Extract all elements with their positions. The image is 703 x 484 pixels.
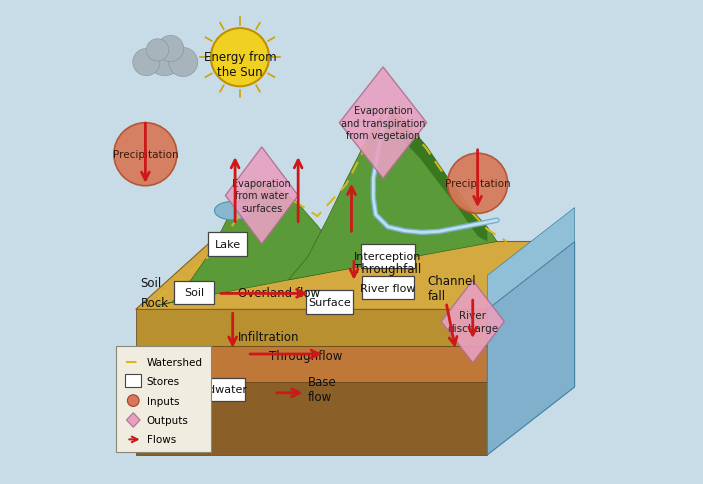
Text: Throughflow: Throughflow [269,349,342,362]
Polygon shape [487,208,574,310]
FancyBboxPatch shape [361,245,415,268]
Text: Rock: Rock [141,296,169,309]
FancyBboxPatch shape [208,233,247,256]
FancyBboxPatch shape [174,281,214,304]
Text: Outputs: Outputs [147,415,188,425]
Text: Flows: Flows [147,435,176,444]
Text: Stores: Stores [147,377,180,386]
FancyBboxPatch shape [116,346,211,453]
Text: Inputs: Inputs [147,396,179,406]
Text: Precipitation: Precipitation [112,150,178,160]
Text: River flow: River flow [360,283,415,293]
Polygon shape [340,68,427,179]
Text: Evaporation
and transpiration
from vegetaion: Evaporation and transpiration from veget… [341,106,425,141]
Text: Interception: Interception [354,252,422,261]
Text: Watershed: Watershed [147,357,203,367]
Text: Soil: Soil [183,288,204,298]
Text: Precipitation: Precipitation [445,179,510,189]
Text: Channel
fall: Channel fall [427,274,476,302]
Ellipse shape [448,154,508,214]
Polygon shape [136,242,574,310]
Circle shape [146,40,183,76]
Polygon shape [136,382,487,455]
Polygon shape [226,148,298,244]
Text: Lake: Lake [214,240,241,249]
Polygon shape [288,106,497,280]
Circle shape [146,40,169,62]
Text: River
discharge: River discharge [447,311,498,333]
Polygon shape [127,413,140,427]
Polygon shape [136,346,487,382]
Polygon shape [487,242,574,455]
Ellipse shape [214,202,251,220]
Polygon shape [441,281,504,363]
Text: Throughfall: Throughfall [354,262,421,275]
Polygon shape [388,106,487,242]
Circle shape [157,36,183,62]
Text: Surface: Surface [309,298,351,307]
Text: Overland flow: Overland flow [238,287,320,299]
Text: Groundwater: Groundwater [174,385,247,394]
Circle shape [127,395,139,407]
Text: Infiltration: Infiltration [238,330,299,343]
Text: Soil: Soil [141,277,162,289]
Circle shape [169,48,198,77]
FancyBboxPatch shape [126,375,141,388]
Ellipse shape [114,123,177,186]
Circle shape [133,49,160,76]
Polygon shape [136,310,487,346]
Circle shape [211,29,269,87]
FancyBboxPatch shape [362,276,413,300]
Text: Base
flow: Base flow [308,376,337,404]
FancyBboxPatch shape [307,291,353,314]
Text: Energy from
the Sun: Energy from the Sun [204,51,276,79]
Polygon shape [157,181,352,305]
Text: Evaporation
from water
surfaces: Evaporation from water surfaces [233,179,291,213]
FancyBboxPatch shape [176,378,245,401]
